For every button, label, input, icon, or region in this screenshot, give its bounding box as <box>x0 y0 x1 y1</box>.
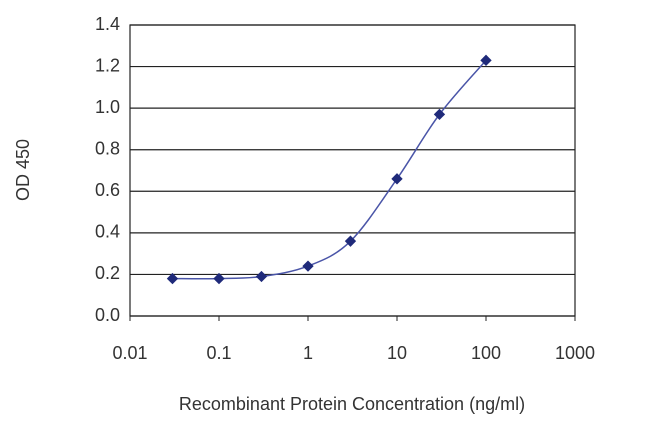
data-point <box>255 270 268 283</box>
x-tick-label: 10 <box>387 343 407 363</box>
y-tick-label: 1.0 <box>95 97 120 117</box>
x-tick-label: 1 <box>303 343 313 363</box>
x-axis-label: Recombinant Protein Concentration (ng/ml… <box>179 394 525 414</box>
y-tick-label: 0.4 <box>95 222 120 242</box>
data-point <box>391 173 403 185</box>
plot-frame <box>129 24 576 317</box>
series-line <box>172 59 487 280</box>
y-tick-label: 0.8 <box>95 138 120 158</box>
data-point <box>213 272 225 285</box>
y-tick-label: 1.4 <box>95 14 120 34</box>
data-point <box>302 260 314 272</box>
y-tick-label: 0.6 <box>95 180 120 200</box>
x-tick-label: 100 <box>471 343 501 363</box>
y-tick-label: 0.2 <box>95 263 120 283</box>
y-tick-label: 0.0 <box>95 305 120 325</box>
y-tick-label: 1.2 <box>95 55 120 75</box>
data-point <box>344 235 357 247</box>
x-tick-label: 0.1 <box>206 343 231 363</box>
data-point <box>166 272 179 285</box>
x-tick-label: 0.01 <box>112 343 147 363</box>
y-axis-label: OD 450 <box>13 139 33 201</box>
x-tick-label: 1000 <box>555 343 595 363</box>
